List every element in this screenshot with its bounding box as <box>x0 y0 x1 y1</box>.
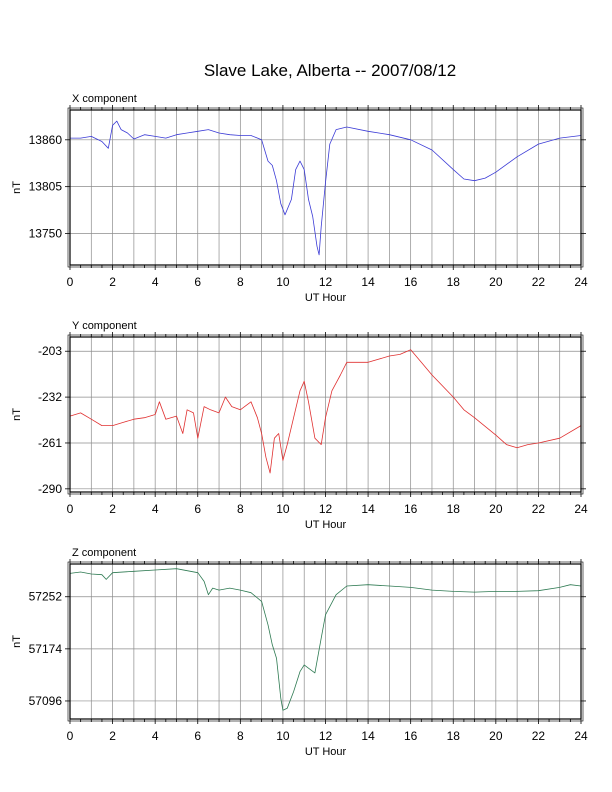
z-x-tick-label: 0 <box>67 729 74 743</box>
y-y-tick-label: -203 <box>38 344 62 358</box>
y-x-tick-label: 16 <box>404 502 418 516</box>
y-y-tick-label: -232 <box>38 390 62 404</box>
x-y-tick-label: 13860 <box>29 133 63 147</box>
x-x-tick-label: 10 <box>276 275 290 289</box>
z-x-tick-label: 18 <box>447 729 461 743</box>
z-x-tick-label: 12 <box>319 729 333 743</box>
y-data-line <box>69 349 582 474</box>
x-x-tick-label: 22 <box>532 275 546 289</box>
z-x-tick-label: 16 <box>404 729 418 743</box>
z-x-tick-label: 8 <box>237 729 244 743</box>
figure-title: Slave Lake, Alberta -- 2007/08/12 <box>204 61 456 80</box>
x-x-tick-label: 2 <box>109 275 116 289</box>
y-x-tick-label: 10 <box>276 502 290 516</box>
x-x-axis-label: UT Hour <box>305 292 347 304</box>
x-x-tick-label: 6 <box>194 275 201 289</box>
z-x-tick-label: 24 <box>574 729 588 743</box>
z-x-tick-label: 2 <box>109 729 116 743</box>
x-x-tick-label: 24 <box>574 275 588 289</box>
y-panel-label: Y component <box>72 320 137 332</box>
z-x-tick-label: 6 <box>194 729 201 743</box>
z-x-tick-label: 14 <box>361 729 375 743</box>
y-x-tick-label: 4 <box>152 502 159 516</box>
y-y-tick-label: -261 <box>38 436 62 450</box>
y-plot-frame <box>69 336 582 493</box>
y-y-tick-label: -290 <box>38 482 62 496</box>
x-x-tick-label: 14 <box>361 275 375 289</box>
x-panel-label: X component <box>72 93 137 105</box>
z-x-tick-label: 4 <box>152 729 159 743</box>
z-y-tick-label: 57174 <box>29 642 63 656</box>
z-data-line <box>69 568 582 711</box>
x-y-axis-label: nT <box>11 181 23 194</box>
z-plot-frame-outer <box>67 561 584 722</box>
y-x-tick-label: 20 <box>489 502 503 516</box>
x-x-tick-label: 18 <box>447 275 461 289</box>
x-x-tick-label: 12 <box>319 275 333 289</box>
x-plot-frame <box>69 109 582 266</box>
z-x-tick-label: 20 <box>489 729 503 743</box>
z-y-tick-label: 57096 <box>29 694 63 708</box>
x-data-line <box>70 120 582 256</box>
y-x-tick-label: 12 <box>319 502 333 516</box>
y-y-axis-label: nT <box>11 408 23 421</box>
x-plot-frame-outer <box>67 107 584 268</box>
y-x-tick-label: 0 <box>67 502 74 516</box>
y-plot-frame-outer <box>67 334 584 495</box>
y-x-tick-label: 14 <box>361 502 375 516</box>
y-x-tick-label: 22 <box>532 502 546 516</box>
z-panel-label: Z component <box>72 547 136 559</box>
x-x-tick-label: 8 <box>237 275 244 289</box>
z-y-axis-label: nT <box>11 635 23 648</box>
z-x-tick-label: 10 <box>276 729 290 743</box>
y-x-tick-label: 18 <box>447 502 461 516</box>
y-x-tick-label: 6 <box>194 502 201 516</box>
z-plot-frame <box>69 563 582 720</box>
x-x-tick-label: 20 <box>489 275 503 289</box>
x-y-tick-label: 13750 <box>29 226 63 240</box>
z-x-tick-label: 22 <box>532 729 546 743</box>
z-y-tick-label: 57252 <box>29 590 63 604</box>
x-x-tick-label: 16 <box>404 275 418 289</box>
y-x-tick-label: 2 <box>109 502 116 516</box>
x-x-tick-label: 0 <box>67 275 74 289</box>
x-y-tick-label: 13805 <box>29 180 63 194</box>
y-x-tick-label: 24 <box>574 502 588 516</box>
y-x-axis-label: UT Hour <box>305 519 347 531</box>
y-x-tick-label: 8 <box>237 502 244 516</box>
x-x-tick-label: 4 <box>152 275 159 289</box>
z-x-axis-label: UT Hour <box>305 746 347 758</box>
